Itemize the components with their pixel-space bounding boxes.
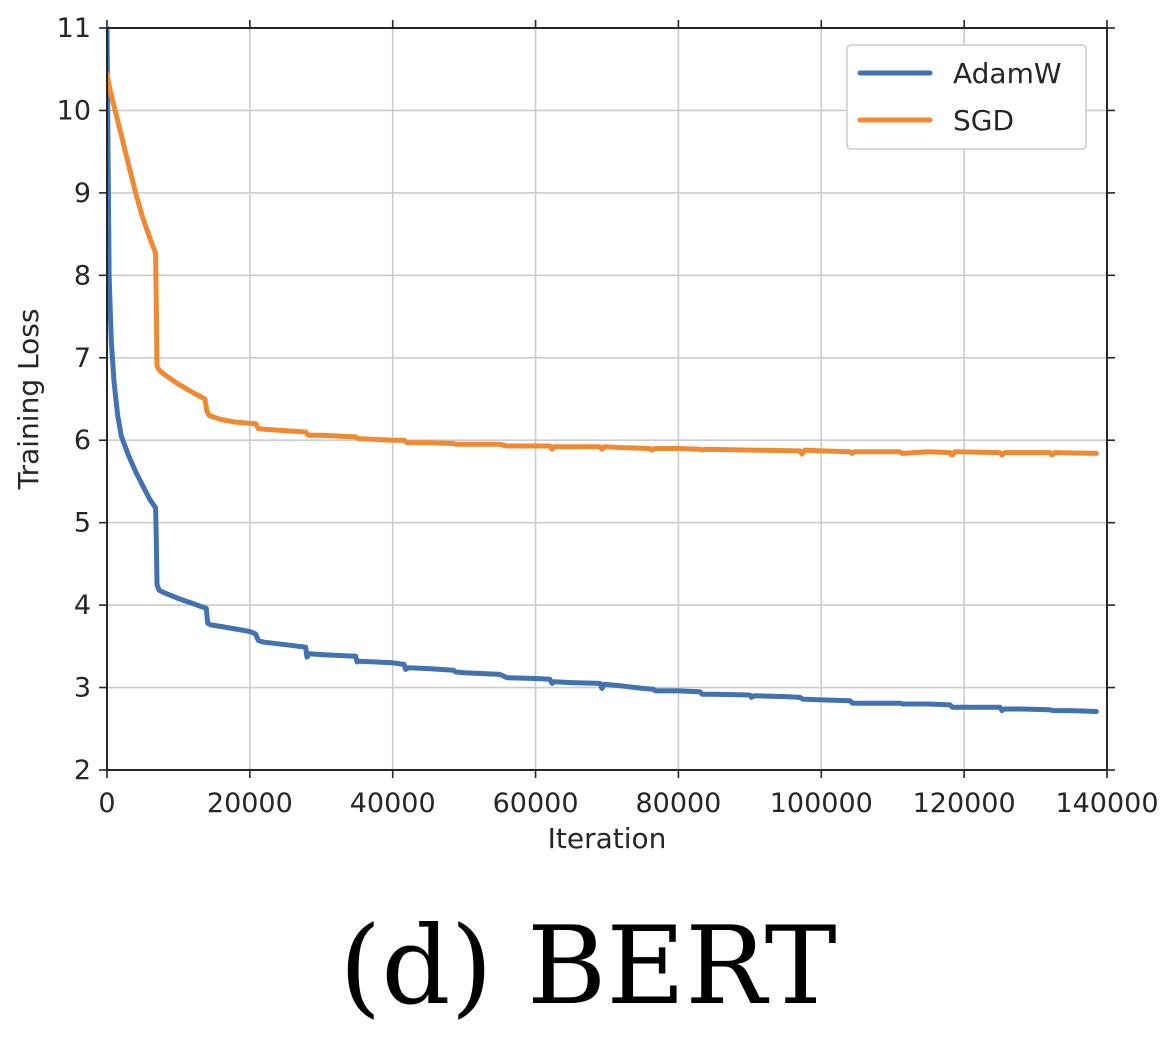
y-tick-label: 11 [57,13,91,44]
x-tick-label: 60000 [493,788,579,819]
y-tick-label: 9 [74,178,91,209]
y-tick-label: 6 [74,425,91,456]
y-tick-label: 4 [74,590,91,621]
plot-frame [106,27,1108,771]
y-tick-label: 10 [57,95,91,126]
x-tick-label: 120000 [913,788,1016,819]
chart-figure: 0 20000 40000 60000 80000 100000 120000 140000 2… [12,13,1159,855]
figure-caption: (d) BERT [339,904,837,1029]
y-tick-label: 2 [74,755,91,786]
x-tick-label: 40000 [350,788,436,819]
legend-label-adamw: AdamW [953,57,1062,90]
y-tick-label: 8 [74,260,91,291]
y-tick-label: 5 [74,508,91,539]
legend-label-sgd: SGD [953,104,1014,137]
x-tick-label: 80000 [635,788,721,819]
x-tick-label: 0 [98,788,115,819]
x-axis-label: Iteration [548,822,667,855]
x-tick-label: 20000 [207,788,293,819]
y-tick-label: 3 [74,673,91,704]
series-line-sgd [107,70,1099,458]
x-tick-label: 140000 [1055,788,1158,819]
x-tick-label: 100000 [770,788,873,819]
y-axis-label: Training Loss [12,309,45,491]
training-loss-chart: 0 20000 40000 60000 80000 100000 120000 140000 2… [12,13,1159,855]
plot-area [107,28,1107,770]
series-line-adamw [107,26,1099,714]
y-tick-label: 7 [74,343,91,374]
